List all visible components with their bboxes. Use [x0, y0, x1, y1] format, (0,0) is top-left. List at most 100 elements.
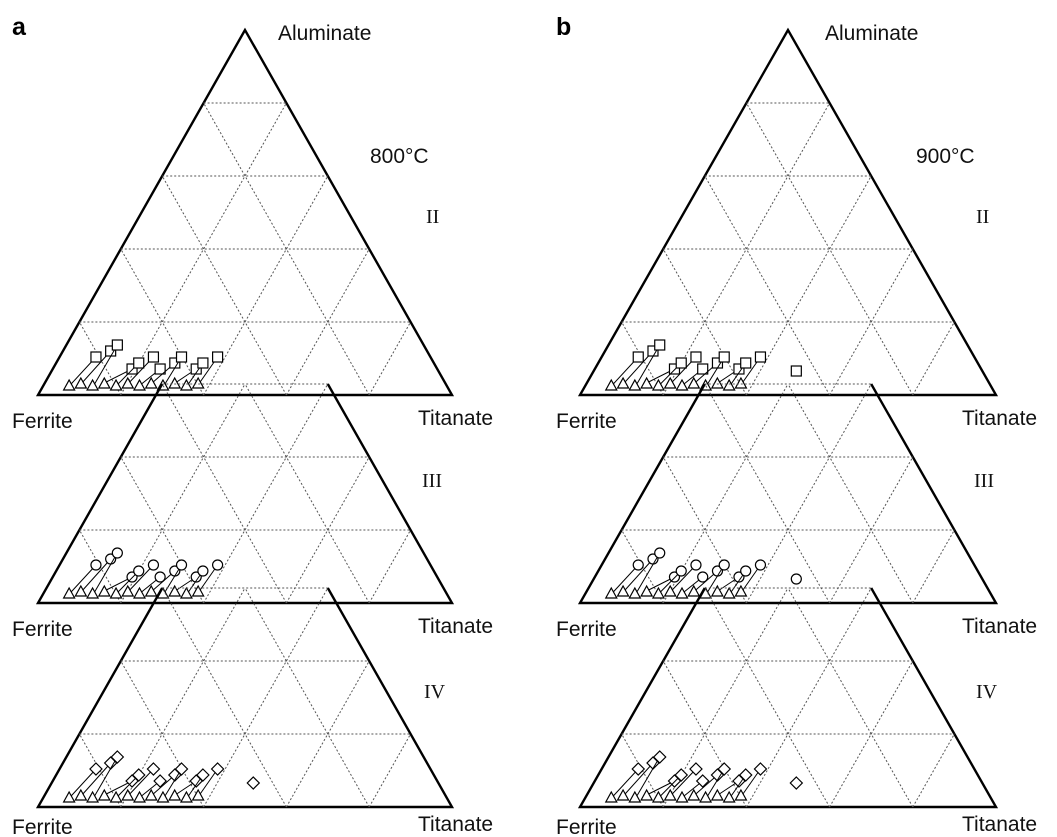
triangle-marker	[616, 788, 630, 801]
arrow-line	[199, 768, 219, 795]
arrow-line	[70, 564, 97, 593]
grid-line-diagonal	[203, 587, 329, 808]
triangle-marker	[156, 790, 170, 803]
panel-a: a Aluminate 800°C II Ferrite Titanate II…	[12, 13, 493, 837]
arrow-line	[671, 768, 697, 795]
square-marker	[190, 363, 202, 375]
triangle-marker	[168, 584, 182, 597]
arrow-line	[164, 768, 182, 797]
grid-line-diagonal	[787, 383, 914, 604]
panel-a-III-titanate-label: Titanate	[418, 615, 493, 638]
triangle-marker	[168, 788, 182, 801]
grid-line-diagonal	[161, 383, 287, 604]
circle-marker	[697, 571, 709, 583]
square-marker	[126, 363, 138, 375]
arrow-line	[671, 564, 697, 591]
grid-line-diagonal	[745, 587, 872, 808]
grid-line-diagonal	[787, 587, 914, 808]
triangle-marker	[86, 790, 100, 803]
panel-b-III-ferrite-label: Ferrite	[556, 618, 617, 641]
triangle-marker	[687, 788, 701, 801]
triangle-marker	[179, 790, 193, 803]
panel-a-subplot-III	[35, 383, 455, 605]
arrow-line	[612, 564, 639, 593]
triangle-marker	[722, 586, 736, 599]
diamond-marker	[174, 762, 189, 776]
triangle-marker	[710, 788, 724, 801]
square-marker	[654, 339, 666, 351]
circle-marker	[175, 559, 188, 571]
square-marker-lone	[790, 365, 802, 377]
arrow-line	[612, 768, 639, 797]
diamond-marker-lone	[789, 776, 804, 790]
grid-line-diagonal	[161, 587, 287, 808]
triangle-marker	[616, 376, 630, 389]
triangle-marker	[191, 584, 205, 597]
triangle-marker	[640, 788, 654, 801]
triangle-marker	[734, 376, 748, 389]
panel-b-II-ferrite-label: Ferrite	[556, 410, 617, 433]
panel-b-letter: b	[556, 13, 571, 41]
panel-a-II-titanate-label: Titanate	[418, 407, 493, 430]
diamond-marker-lone	[246, 776, 261, 790]
grid-line-diagonal	[745, 383, 872, 604]
square-marker	[733, 363, 745, 375]
triangle-marker	[109, 378, 123, 391]
diamond-marker	[674, 768, 689, 782]
grid-line-diagonal	[662, 456, 747, 604]
triangle-marker	[86, 378, 100, 391]
square-marker	[697, 363, 709, 375]
panel-a-subplot-IV	[35, 587, 455, 809]
triangle-marker	[734, 788, 748, 801]
triangle-marker	[144, 788, 158, 801]
diamond-marker	[131, 768, 146, 782]
arrow-line	[742, 768, 761, 795]
grid-line-diagonal	[161, 175, 287, 396]
triangle-marker	[710, 376, 724, 389]
panel-b-IV-ferrite-label: Ferrite	[556, 816, 617, 837]
diamond-marker	[210, 762, 225, 776]
circle-marker	[90, 559, 102, 571]
triangle-marker	[663, 584, 677, 597]
triangle-marker	[604, 378, 618, 391]
triangle-marker	[687, 584, 701, 597]
diamond-marker	[89, 762, 103, 776]
triangle-marker	[62, 378, 76, 391]
diamond-marker	[753, 762, 768, 776]
triangle-marker	[144, 584, 158, 597]
grid-line-diagonal	[368, 529, 412, 604]
triangle-marker	[651, 586, 665, 599]
diamond-marker	[196, 768, 210, 782]
panel-b-roman-IV: IV	[976, 681, 998, 703]
diamond-marker	[110, 750, 125, 764]
arrow-line	[624, 762, 654, 795]
triangle-marker	[628, 586, 642, 599]
triangle-marker	[640, 376, 654, 389]
panel-a-IV-titanate-label: Titanate	[418, 813, 493, 836]
triangle-marker	[168, 376, 182, 389]
grid-line-diagonal	[912, 733, 955, 808]
triangle-marker	[62, 586, 76, 599]
panel-b-aluminate-label: Aluminate	[825, 22, 918, 45]
triangle-marker	[699, 790, 713, 803]
square-marker	[632, 351, 644, 363]
circle-marker-lone	[790, 573, 802, 585]
panel-b-subplot-II	[577, 27, 999, 397]
arrow-line	[94, 552, 118, 593]
grid-line-diagonal	[368, 733, 412, 808]
circle-marker	[632, 559, 644, 571]
triangle-marker	[663, 376, 677, 389]
square-marker	[111, 339, 123, 351]
ternary-frame	[577, 587, 999, 809]
grid-line-diagonal	[662, 660, 747, 808]
arrow-line	[636, 344, 661, 385]
grid-line-diagonal	[244, 383, 370, 604]
triangle-marker	[97, 788, 111, 801]
grid-line-diagonal	[745, 102, 914, 396]
circle-marker	[212, 559, 224, 571]
grid-line-diagonal	[662, 248, 747, 396]
arrow-line	[82, 762, 112, 795]
triangle-marker	[640, 584, 654, 597]
circle-marker	[718, 559, 730, 571]
grid-line-diagonal	[203, 383, 329, 604]
